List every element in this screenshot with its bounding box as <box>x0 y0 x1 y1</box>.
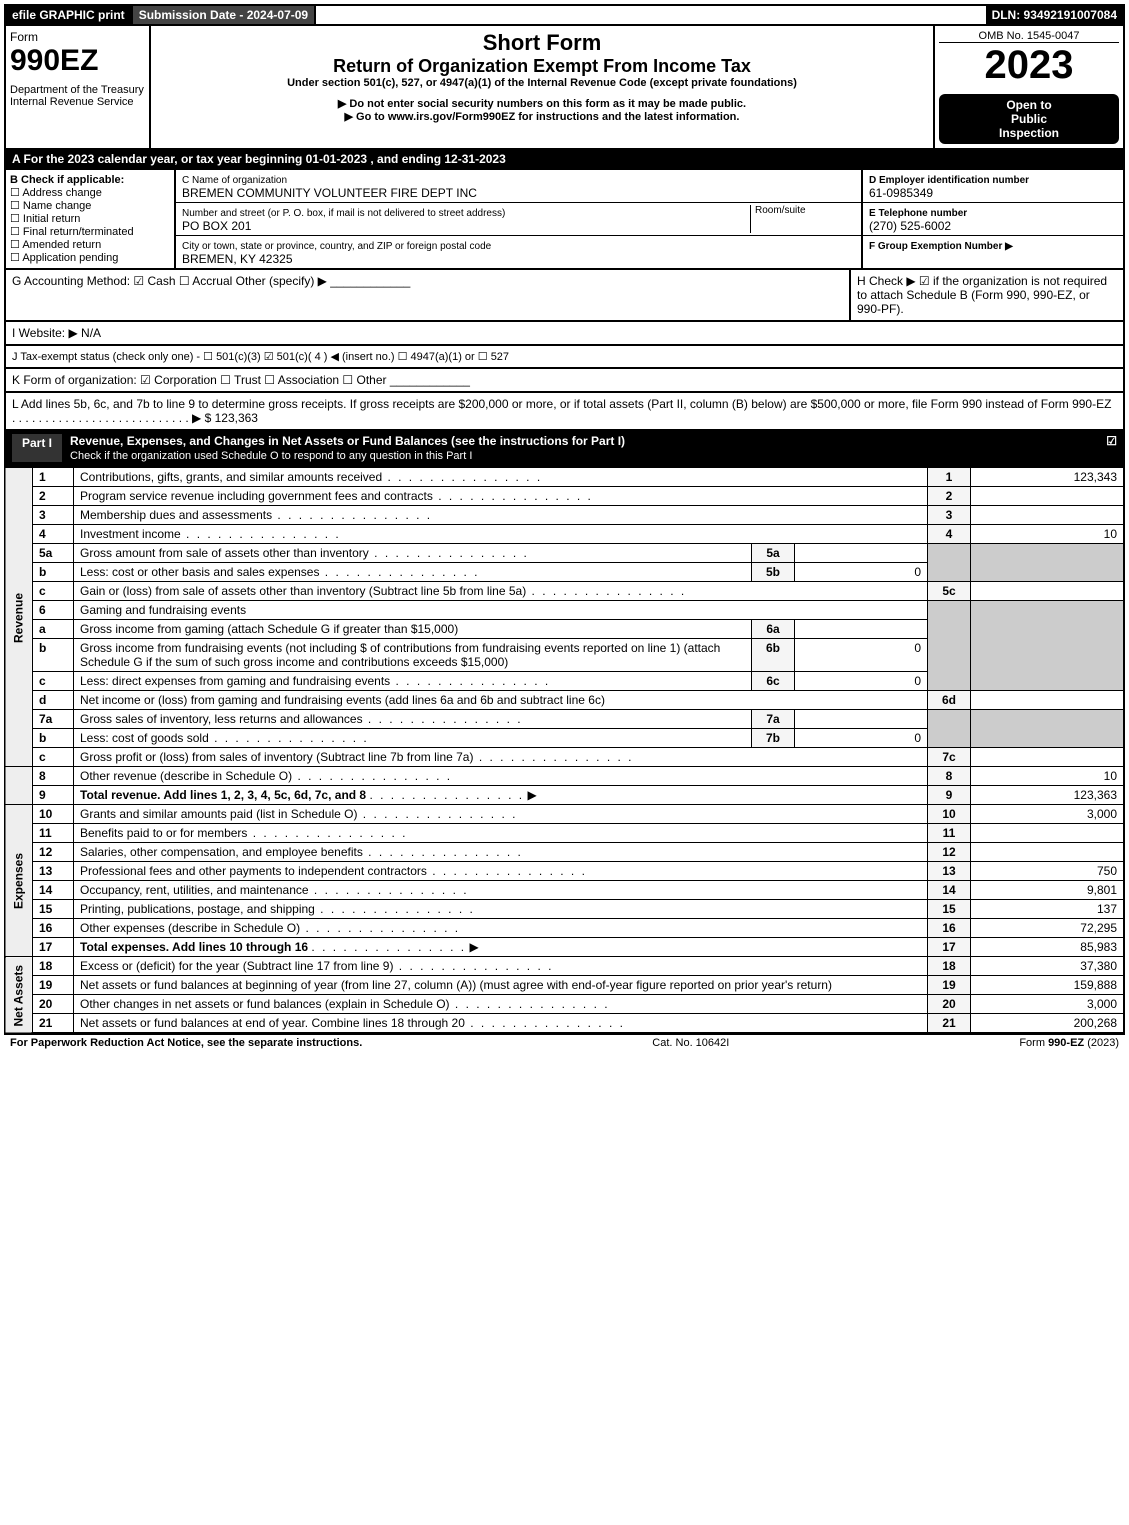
top-bar: efile GRAPHIC print Submission Date - 20… <box>4 4 1125 26</box>
footer-left: For Paperwork Reduction Act Notice, see … <box>10 1037 362 1049</box>
part1-header: Part I Revenue, Expenses, and Changes in… <box>4 431 1125 467</box>
chk-final-return[interactable]: Final return/terminated <box>10 226 134 238</box>
title-return: Return of Organization Exempt From Incom… <box>155 56 929 77</box>
page-footer: For Paperwork Reduction Act Notice, see … <box>4 1034 1125 1051</box>
row-11: 11Benefits paid to or for members11 <box>5 824 1124 843</box>
room-suite: Room/suite <box>750 205 855 233</box>
chk-amended[interactable]: Amended return <box>10 239 101 251</box>
form-label: Form <box>10 30 145 44</box>
box-b: B Check if applicable: Address change Na… <box>6 170 176 268</box>
row-6d: dNet income or (loss) from gaming and fu… <box>5 691 1124 710</box>
dln: DLN: 93492191007084 <box>986 6 1123 24</box>
org-city: BREMEN, KY 42325 <box>182 252 293 266</box>
cat-number: Cat. No. 10642I <box>362 1037 1019 1049</box>
row-5a: 5aGross amount from sale of assets other… <box>5 544 1124 563</box>
row-10: Expenses 10Grants and similar amounts pa… <box>5 805 1124 824</box>
row-7c: cGross profit or (loss) from sales of in… <box>5 748 1124 767</box>
group-exemption: F Group Exemption Number ▶ <box>869 241 1013 252</box>
title-short-form: Short Form <box>155 30 929 56</box>
box-def: D Employer identification number 61-0985… <box>863 170 1123 268</box>
line-a: A For the 2023 calendar year, or tax yea… <box>4 150 1125 170</box>
row-19: 19Net assets or fund balances at beginni… <box>5 976 1124 995</box>
part1-label: Part I <box>12 434 62 462</box>
row-3: 3Membership dues and assessments3 <box>5 506 1124 525</box>
website: I Website: ▶ N/A <box>4 322 1125 346</box>
dept-treasury: Department of the Treasury <box>10 84 145 96</box>
tax-exempt-status: J Tax-exempt status (check only one) - ☐… <box>4 346 1125 369</box>
form-of-org: K Form of organization: ☑ Corporation ☐ … <box>4 369 1125 393</box>
form-number: 990EZ <box>10 44 145 78</box>
row-4: 4Investment income410 <box>5 525 1124 544</box>
efile-tag[interactable]: efile GRAPHIC print <box>6 6 133 24</box>
entity-block: B Check if applicable: Address change Na… <box>4 170 1125 270</box>
tax-year: 2023 <box>939 43 1119 88</box>
public-inspection-box: Open to Public Inspection <box>939 94 1119 144</box>
line-gh: G Accounting Method: ☑ Cash ☐ Accrual Ot… <box>4 270 1125 322</box>
org-name: BREMEN COMMUNITY VOLUNTEER FIRE DEPT INC <box>182 186 477 200</box>
subtitle-code: Under section 501(c), 527, or 4947(a)(1)… <box>155 77 929 89</box>
chk-address-change[interactable]: Address change <box>10 187 102 199</box>
warning-ssn: ▶ Do not enter social security numbers o… <box>155 97 929 110</box>
chk-pending[interactable]: Application pending <box>10 252 118 264</box>
row-20: 20Other changes in net assets or fund ba… <box>5 995 1124 1014</box>
row-1: Revenue 1Contributions, gifts, grants, a… <box>5 468 1124 487</box>
telephone: (270) 525-6002 <box>869 219 951 233</box>
row-18: Net Assets 18Excess or (deficit) for the… <box>5 957 1124 976</box>
row-12: 12Salaries, other compensation, and empl… <box>5 843 1124 862</box>
irs-label: Internal Revenue Service <box>10 96 145 108</box>
schedule-b-check: H Check ▶ ☑ if the organization is not r… <box>851 270 1123 320</box>
form-header: Form 990EZ Department of the Treasury In… <box>4 26 1125 150</box>
footer-right: Form 990-EZ (2023) <box>1019 1037 1119 1049</box>
ein: 61-0985349 <box>869 186 933 200</box>
row-5c: cGain or (loss) from sale of assets othe… <box>5 582 1124 601</box>
goto-link[interactable]: ▶ Go to www.irs.gov/Form990EZ for instru… <box>155 110 929 123</box>
part1-table: Revenue 1Contributions, gifts, grants, a… <box>4 467 1125 1034</box>
chk-name-change[interactable]: Name change <box>10 200 91 212</box>
row-8: 8Other revenue (describe in Schedule O)8… <box>5 767 1124 786</box>
row-7a: 7aGross sales of inventory, less returns… <box>5 710 1124 729</box>
chk-initial-return[interactable]: Initial return <box>10 213 80 225</box>
org-address: PO BOX 201 <box>182 219 251 233</box>
box-c: C Name of organization BREMEN COMMUNITY … <box>176 170 863 268</box>
part1-checkbox[interactable]: ☑ <box>1106 434 1117 462</box>
gross-receipts: L Add lines 5b, 6c, and 7b to line 9 to … <box>4 393 1125 431</box>
submission-date: Submission Date - 2024-07-09 <box>133 6 316 24</box>
row-2: 2Program service revenue including gover… <box>5 487 1124 506</box>
row-14: 14Occupancy, rent, utilities, and mainte… <box>5 881 1124 900</box>
row-21: 21Net assets or fund balances at end of … <box>5 1014 1124 1034</box>
row-6: 6Gaming and fundraising events <box>5 601 1124 620</box>
accounting-method: G Accounting Method: ☑ Cash ☐ Accrual Ot… <box>6 270 851 320</box>
row-13: 13Professional fees and other payments t… <box>5 862 1124 881</box>
row-15: 15Printing, publications, postage, and s… <box>5 900 1124 919</box>
row-9: 9Total revenue. Add lines 1, 2, 3, 4, 5c… <box>5 786 1124 805</box>
row-16: 16Other expenses (describe in Schedule O… <box>5 919 1124 938</box>
omb-number: OMB No. 1545-0047 <box>939 30 1119 43</box>
row-17: 17Total expenses. Add lines 10 through 1… <box>5 938 1124 957</box>
